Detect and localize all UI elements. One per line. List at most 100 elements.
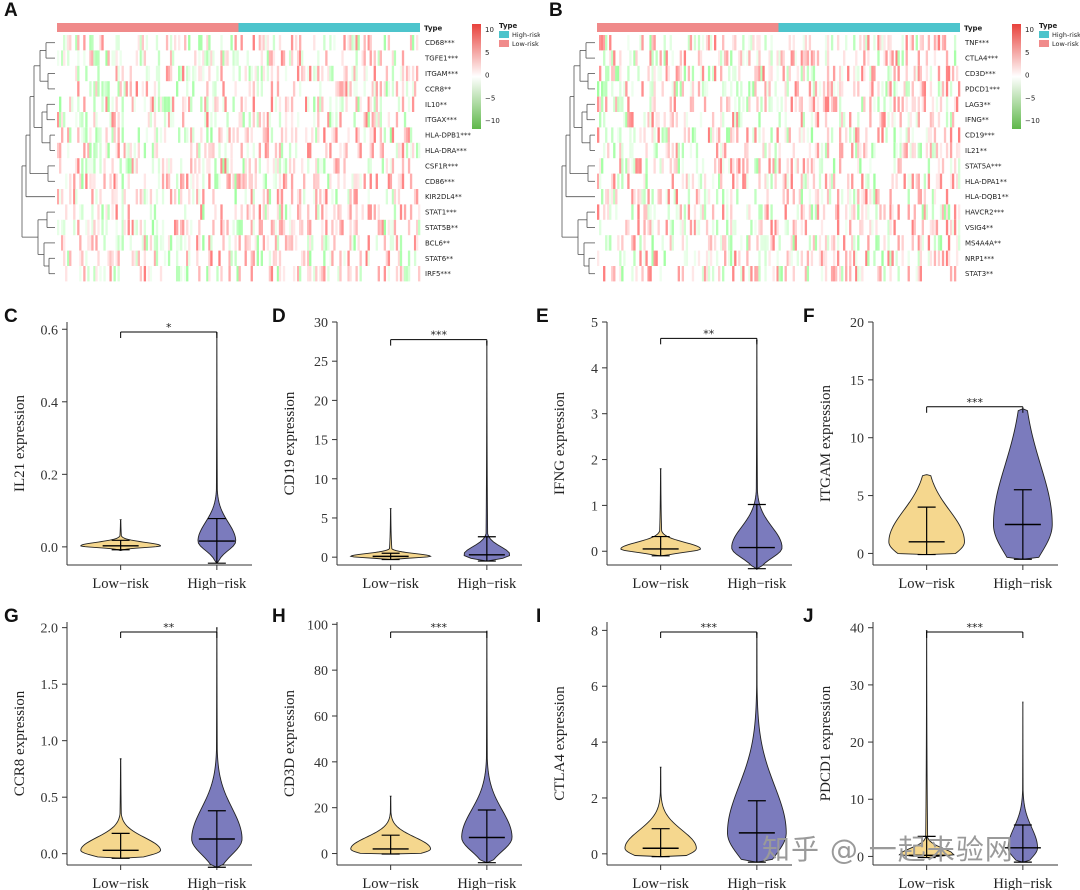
y-tick-label: 30 <box>850 679 864 694</box>
heatmap-cell <box>343 35 346 51</box>
heatmap-cell <box>832 96 836 112</box>
heatmap-cell <box>276 204 280 220</box>
heatmap-cell <box>153 235 157 251</box>
heatmap-cell <box>309 65 312 82</box>
heatmap-cell <box>949 266 953 282</box>
heatmap-cell <box>292 266 296 282</box>
heatmap-cell <box>105 81 108 97</box>
heatmap-cell <box>379 127 382 143</box>
heatmap-cell <box>228 127 231 143</box>
heatmap-cell <box>341 81 344 97</box>
heatmap-cell <box>121 219 124 236</box>
heatmap-cell <box>836 219 840 236</box>
heatmap-cell <box>643 127 646 143</box>
heatmap-cell <box>385 158 389 174</box>
heatmap-cell <box>776 50 779 66</box>
significance-label: ** <box>703 327 715 340</box>
heatmap-cell <box>955 96 959 112</box>
heatmap-cell <box>728 65 731 82</box>
heatmap-cell <box>931 142 935 159</box>
heatmap-cell <box>290 189 294 205</box>
heatmap-cell <box>955 250 959 266</box>
heatmap-cell <box>726 219 729 236</box>
heatmap-cell <box>373 65 376 82</box>
heatmap-cell <box>867 50 870 66</box>
heatmap-cell <box>133 142 136 159</box>
heatmap-cell <box>91 50 94 66</box>
heatmap-cell <box>242 158 245 174</box>
heatmap-cell <box>121 96 124 112</box>
heatmap-cell <box>280 142 284 159</box>
heatmap-cell <box>693 204 697 220</box>
heatmap-cell <box>669 219 672 236</box>
heatmap-cell <box>379 96 382 112</box>
heatmap-cell <box>377 204 380 220</box>
heatmap-cell <box>816 189 820 205</box>
violin-low-risk <box>80 519 162 551</box>
heatmap-cell <box>695 142 699 159</box>
heatmap-cell <box>270 65 274 82</box>
heatmap-cell <box>349 266 352 282</box>
heatmap-cell <box>238 173 241 189</box>
heatmap-cell <box>157 173 161 189</box>
color-scale-bar <box>472 24 481 129</box>
heatmap-cell <box>349 35 352 51</box>
heatmap-cell <box>955 173 959 189</box>
heatmap-cell <box>105 50 108 66</box>
heatmap-cell <box>836 204 840 220</box>
heatmap-cell <box>790 158 793 174</box>
heatmap-cell <box>816 142 820 159</box>
heatmap-cell <box>325 142 328 159</box>
heatmap-cell <box>391 65 395 82</box>
heatmap-cell <box>786 219 789 236</box>
heatmap-cell <box>347 250 350 266</box>
heatmap-cell <box>75 189 78 205</box>
heatmap-cell <box>163 127 167 143</box>
heatmap-cell <box>945 142 949 159</box>
heatmap-cell <box>117 250 120 266</box>
heatmap-cell <box>294 35 298 51</box>
heatmap-cell <box>373 204 376 220</box>
heatmap-cell <box>284 204 288 220</box>
heatmap-cell <box>889 81 892 97</box>
heatmap-cell <box>649 204 652 220</box>
heatmap-cell <box>804 219 808 236</box>
heatmap-cell <box>883 35 886 51</box>
heatmap-cell <box>280 50 284 66</box>
heatmap-cell <box>139 266 142 282</box>
heatmap-cell <box>679 65 682 82</box>
heatmap-cell <box>770 65 773 82</box>
heatmap-cell <box>707 35 711 51</box>
heatmap-cell <box>198 35 201 51</box>
heatmap-cell <box>750 35 753 51</box>
heatmap-cell <box>210 250 213 266</box>
heatmap-cell <box>919 266 922 282</box>
y-tick-label: 30 <box>314 316 328 331</box>
heatmap-cell <box>214 81 217 97</box>
heatmap-cell <box>806 266 810 282</box>
heatmap-cell <box>808 81 812 97</box>
heatmap-cell <box>913 204 916 220</box>
heatmap-cell <box>95 50 98 66</box>
heatmap-cell <box>133 158 136 174</box>
heatmap-cell <box>202 65 205 82</box>
heatmap-cell <box>893 81 896 97</box>
heatmap-cell <box>234 35 237 51</box>
heatmap-cell <box>121 65 124 82</box>
heatmap-cell <box>315 204 318 220</box>
heatmap-cell <box>770 219 773 236</box>
heatmap-cell <box>65 35 68 51</box>
heatmap-cell <box>669 35 672 51</box>
heatmap-cell <box>153 250 157 266</box>
heatmap-cell <box>192 189 195 205</box>
heatmap-cell <box>681 235 685 251</box>
heatmap-cell <box>377 219 380 236</box>
heatmap-cell <box>794 96 797 112</box>
heatmap-cell <box>768 81 771 97</box>
heatmap-cell <box>921 219 924 236</box>
y-tick-label: 0.5 <box>41 791 59 806</box>
heatmap-cell <box>603 35 606 51</box>
heatmap-cell <box>841 65 844 82</box>
heatmap-cell <box>198 266 201 282</box>
heatmap-cell <box>929 142 933 159</box>
